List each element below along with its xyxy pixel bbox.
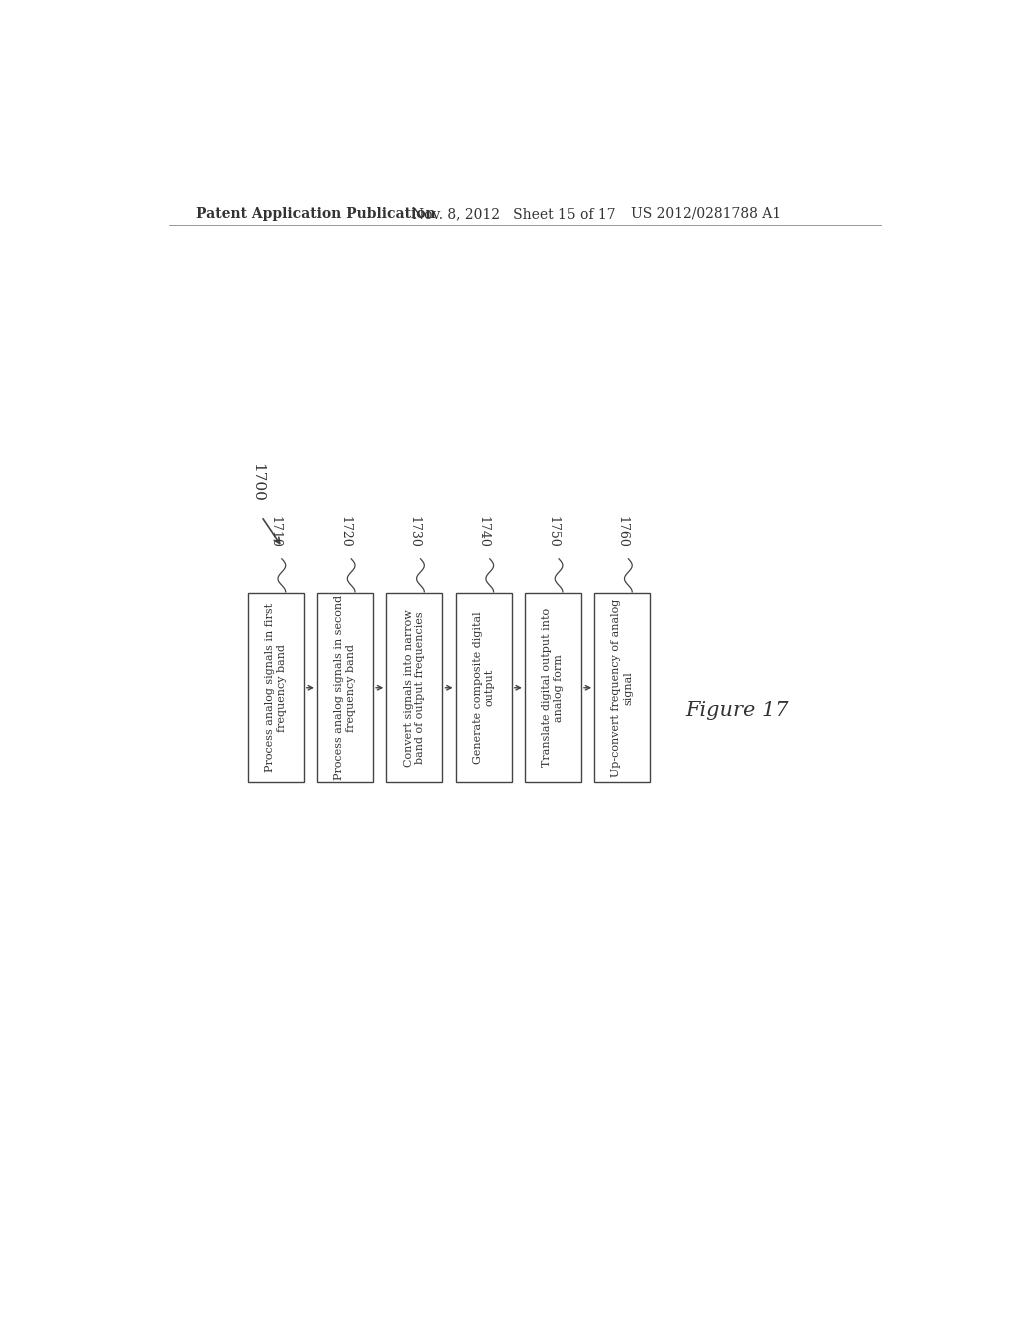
Text: Generate composite digital
output: Generate composite digital output (473, 611, 495, 764)
Text: US 2012/0281788 A1: US 2012/0281788 A1 (631, 207, 781, 220)
Text: Figure 17: Figure 17 (685, 701, 788, 721)
Text: 1720: 1720 (338, 516, 351, 548)
Text: 1710: 1710 (269, 516, 282, 548)
Bar (594, 594, 650, 781)
Text: 1750: 1750 (546, 516, 559, 548)
Text: 1760: 1760 (615, 516, 629, 548)
Text: Patent Application Publication: Patent Application Publication (196, 207, 435, 220)
Bar (316, 594, 373, 781)
Bar (524, 594, 581, 781)
Bar (386, 594, 442, 781)
Text: Convert signals into narrow
band of output frequencies: Convert signals into narrow band of outp… (403, 609, 425, 767)
Text: Process analog signals in second
frequency band: Process analog signals in second frequen… (334, 595, 355, 780)
Text: Translate digital output into
analog form: Translate digital output into analog for… (542, 609, 563, 767)
Text: Process analog signals in first
frequency band: Process analog signals in first frequenc… (265, 603, 287, 772)
Text: 1700: 1700 (250, 462, 264, 502)
Text: Up-convert frequency of analog
signal: Up-convert frequency of analog signal (611, 599, 633, 777)
Text: 1730: 1730 (408, 516, 421, 548)
Text: 1740: 1740 (477, 516, 489, 548)
Text: Nov. 8, 2012   Sheet 15 of 17: Nov. 8, 2012 Sheet 15 of 17 (412, 207, 615, 220)
Bar (456, 594, 512, 781)
Bar (248, 594, 304, 781)
